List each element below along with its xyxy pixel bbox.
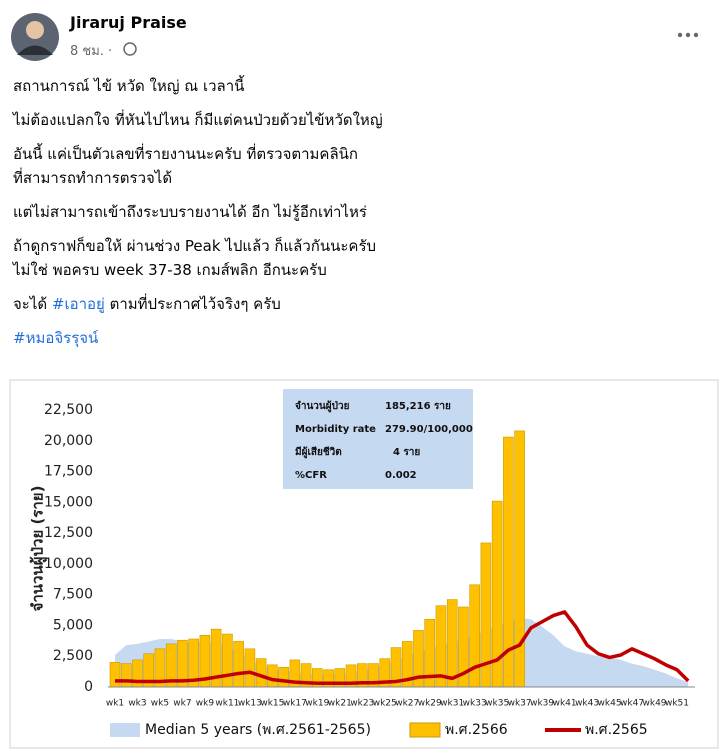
x-tick-label: wk21: [328, 699, 352, 709]
text-line: อันนี้ แค่เป็นตัวเลขที่รายงานนะครับ ที่ต…: [13, 145, 358, 163]
x-tick-label: wk23: [350, 699, 374, 709]
bar: [244, 648, 256, 688]
line: [115, 610, 690, 686]
info-value: 185,216 ราย: [385, 401, 451, 412]
info-box: [283, 389, 473, 489]
y-tick-label: 0: [84, 679, 93, 695]
legend-label: พ.ศ.2566: [445, 722, 508, 738]
post-header-graphics: [11, 13, 699, 61]
bar: [278, 667, 289, 688]
post-body: สถานการณ์ ไข้ หวัด ใหญ่ ณ เวลานี้ไม่ต้อง…: [13, 74, 713, 360]
x-tick-label: wk31: [440, 699, 464, 709]
info-value: 4 ราย: [393, 447, 420, 458]
bar: [446, 599, 458, 688]
paragraph: จะได้ #เอาอยู่ ตามที่ประกาศไว้จริงๆ ครับ: [13, 292, 713, 316]
paragraph: สถานการณ์ ไข้ หวัด ใหญ่ ณ เวลานี้: [13, 74, 713, 98]
x-tick-label: wk47: [620, 699, 644, 709]
text-line: ที่สามารถทำการตรวจได้: [13, 169, 173, 187]
paragraph: แต่ไม่สามารถเข้าถึงระบบรายงานได้ อีก ไม่…: [13, 200, 713, 224]
legend-swatch: [409, 722, 441, 738]
y-axis-label: จำนวนผู้ป่วย (ราย): [29, 486, 48, 612]
x-tick-label: wk45: [598, 699, 622, 709]
x-tick-label: wk5: [151, 699, 169, 709]
more-dot[interactable]: [693, 32, 699, 38]
y-tick-label: 20,000: [44, 433, 93, 449]
bar: [255, 658, 267, 688]
text-line: สถานการณ์ ไข้ หวัด ใหญ่ ณ เวลานี้: [13, 77, 245, 95]
info-label: Morbidity rate: [295, 424, 376, 435]
legend-label: Median 5 years (พ.ศ.2561-2565): [145, 722, 371, 738]
avatar-body: [17, 45, 53, 55]
x-tick-label: wk9: [196, 699, 215, 709]
x-tick-label: wk27: [395, 699, 419, 709]
x-tick-label: wk7: [173, 699, 191, 709]
text-line: แต่ไม่สามารถเข้าถึงระบบรายงานได้ อีก ไม่…: [13, 203, 367, 221]
chart: 0 2,500 5,000 7,500 10,000 12,500 15,000 17,500…: [9, 379, 719, 749]
globe-icon[interactable]: [123, 42, 137, 56]
info-label: %CFR: [295, 470, 327, 481]
paragraph: ถ้าดูกราฟก็ขอให้ ผ่านช่วง Peak ไปแล้ว ก็…: [13, 234, 713, 282]
hashtag[interactable]: #หมอจิรรุจน์: [13, 329, 99, 347]
author-name[interactable]: Jiraruj Praise: [70, 13, 187, 32]
post-time[interactable]: 8 ชม. ·: [70, 44, 113, 59]
info-value: 0.002: [385, 470, 417, 481]
y-tick-label: 17,500: [44, 464, 93, 480]
text-line: ไม่ใช่ พอครบ week 37-38 เกมส์พลิก อีกนะค…: [13, 261, 327, 279]
text: จะได้: [13, 295, 52, 313]
x-tick-label: wk29: [418, 699, 442, 709]
paragraph: #หมอจิรรุจน์: [13, 326, 713, 350]
legend-label: พ.ศ.2565: [585, 722, 648, 738]
x-tick-label: wk13: [238, 699, 262, 709]
y-tick-label: 10,000: [44, 556, 93, 572]
x-tick-label: wk17: [283, 699, 307, 709]
info-label: จำนวนผู้ป่วย: [295, 400, 350, 413]
x-tick-label: wk25: [373, 699, 397, 709]
x-tick-label: wk19: [305, 699, 329, 709]
y-tick-label: 5,000: [53, 617, 93, 633]
info-label: มีผู้เสียชีวิต: [295, 446, 342, 459]
x-tick-label: wk35: [485, 699, 509, 709]
x-tick-label: wk33: [463, 699, 487, 709]
x-tick-label: wk1: [106, 699, 124, 709]
bar: [514, 430, 525, 688]
y-tick-label: 15,000: [44, 494, 93, 510]
y-tick-label: 2,500: [53, 648, 93, 664]
more-dot[interactable]: [677, 32, 683, 38]
bar: [222, 633, 233, 688]
avatar-face: [26, 21, 44, 39]
x-tick-label: wk15: [260, 699, 284, 709]
text: ตามที่ประกาศไว้จริงๆ ครับ: [104, 295, 281, 313]
bar: [109, 662, 121, 688]
bar: [120, 663, 132, 688]
x-tick-label: wk49: [643, 699, 667, 709]
text-line: ไม่ต้องแปลกใจ ที่หันไปไหน ก็มีแต่คนป่วยด…: [13, 111, 383, 129]
bar: [233, 641, 244, 688]
x-tick-label: wk11: [215, 699, 239, 709]
info-value: 279.90/100,000: [385, 424, 473, 435]
x-tick-label: wk51: [665, 699, 689, 709]
hashtag[interactable]: #เอาอยู่: [51, 295, 105, 313]
x-tick-label: wk41: [553, 699, 577, 709]
paragraph: ไม่ต้องแปลกใจ ที่หันไปไหน ก็มีแต่คนป่วยด…: [13, 108, 713, 132]
y-tick-label: 22,500: [44, 402, 93, 418]
x-tick-label: wk43: [575, 699, 599, 709]
x-tick-label: wk39: [530, 699, 554, 709]
legend-swatch: [110, 723, 140, 737]
x-tick-label: wk3: [128, 699, 146, 709]
bar: [267, 664, 278, 688]
x-tick-label: wk37: [508, 699, 532, 709]
paragraph: อันนี้ แค่เป็นตัวเลขที่รายงานนะครับ ที่ต…: [13, 142, 713, 190]
y-tick-label: 7,500: [53, 587, 93, 603]
text-line: ถ้าดูกราฟก็ขอให้ ผ่านช่วง Peak ไปแล้ว ก็…: [13, 237, 377, 255]
more-dot[interactable]: [685, 32, 691, 38]
y-tick-label: 12,500: [44, 525, 93, 541]
bar: [469, 584, 480, 688]
